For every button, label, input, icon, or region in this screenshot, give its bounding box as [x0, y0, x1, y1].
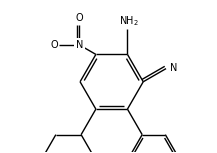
Text: O: O [76, 13, 83, 23]
Text: NH$_2$: NH$_2$ [118, 14, 138, 28]
Text: O: O [50, 40, 58, 50]
Text: N: N [170, 63, 177, 73]
Text: N: N [76, 40, 83, 50]
